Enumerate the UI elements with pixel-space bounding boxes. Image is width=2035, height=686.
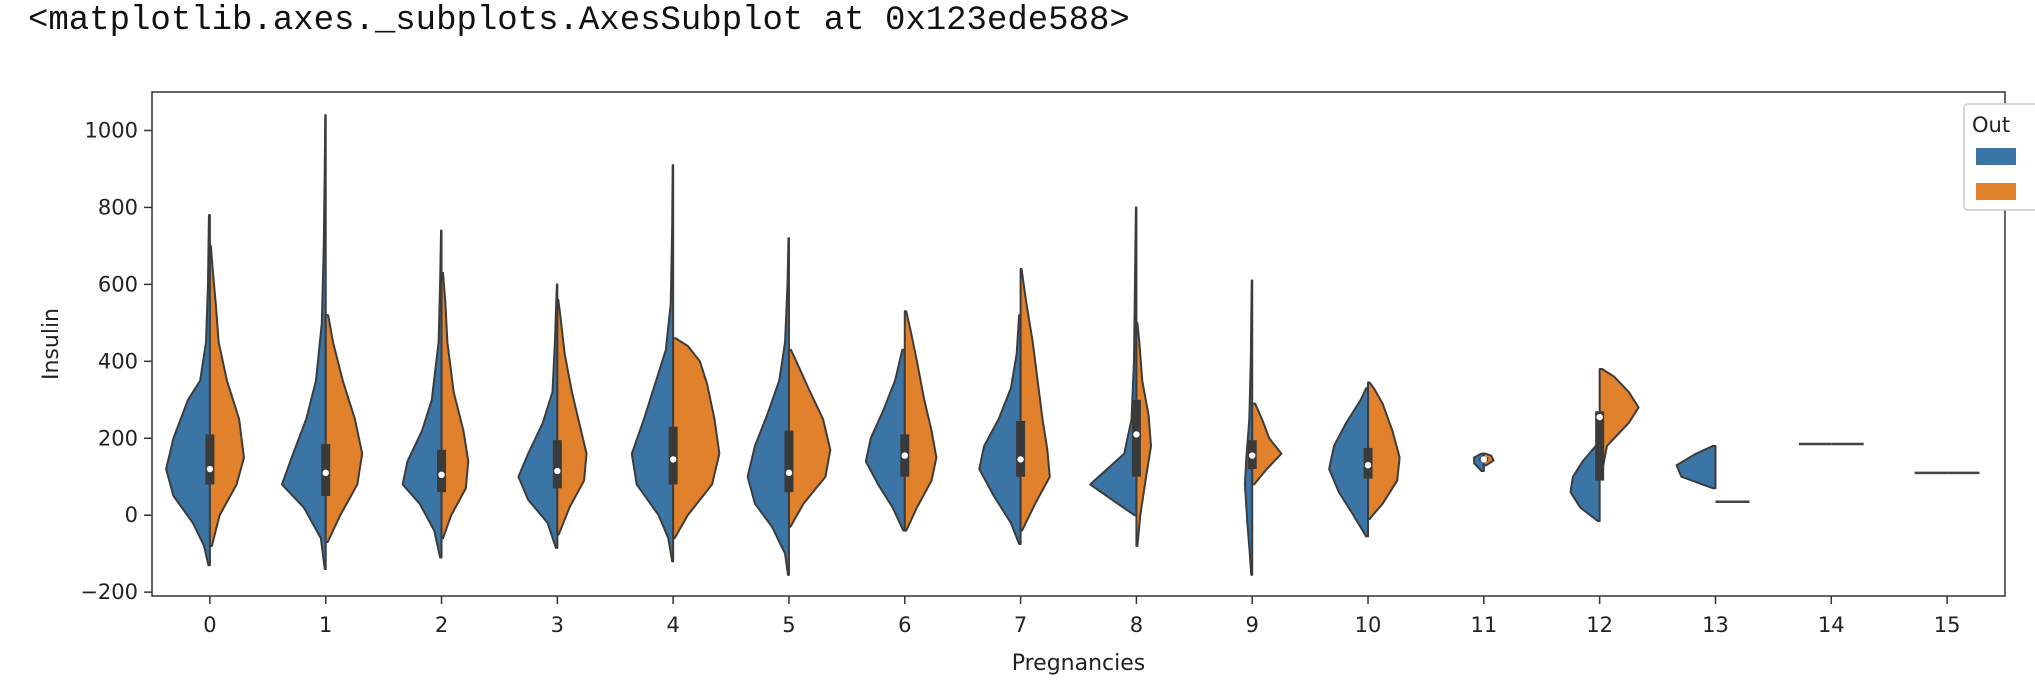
boxes-layer [205, 399, 1605, 496]
box-iqr-4 [668, 426, 678, 485]
violin-orange-4 [672, 337, 721, 540]
violin-blue-3 [517, 283, 559, 549]
x-tick-label: 11 [1470, 613, 1497, 637]
violin-orange-12 [1598, 368, 1640, 478]
x-tick-label: 7 [1014, 613, 1027, 637]
box-median-1 [322, 469, 329, 477]
x-tick-label: 12 [1586, 613, 1613, 637]
box-median-12 [1596, 413, 1603, 421]
y-tick-label: 0 [125, 503, 138, 527]
box-median-11 [1480, 456, 1488, 463]
box-iqr-2 [437, 449, 447, 493]
violin-blue-6 [864, 348, 906, 532]
violin-blue-2 [401, 229, 443, 559]
x-tick-label: 2 [435, 613, 448, 637]
violin-blue-4 [630, 164, 675, 563]
x-tick-label: 1 [319, 613, 332, 637]
x-axis-label: Pregnancies [1012, 651, 1146, 676]
box-median-5 [785, 469, 793, 477]
violin-blue-7 [978, 314, 1022, 546]
legend: Out [1963, 103, 2035, 211]
y-tick-label: 200 [98, 426, 138, 450]
box-iqr-5 [784, 430, 794, 493]
violin-orange-3 [556, 298, 588, 536]
x-tick-label: 3 [551, 613, 564, 637]
box-median-7 [1017, 456, 1024, 463]
y-axis-label: Insulin [39, 308, 64, 380]
violin-blue-0 [165, 214, 211, 567]
y-tick-label: 800 [98, 195, 138, 219]
x-tick-label: 8 [1130, 613, 1143, 637]
legend-swatch-0 [1976, 148, 2016, 165]
box-median-3 [554, 467, 561, 475]
x-tick-label: 13 [1702, 613, 1729, 637]
violin-orange-5 [787, 348, 832, 528]
violin-blue-8 [1089, 206, 1138, 517]
legend-swatch-1 [1976, 183, 2016, 200]
violin-blue-11 [1473, 452, 1485, 472]
violin-blue-13 [1675, 444, 1717, 490]
box-iqr-0 [205, 434, 215, 485]
violin-blue-9 [1243, 279, 1254, 576]
violin-orange-2 [440, 271, 470, 540]
legend-title: Out [1972, 113, 2010, 137]
box-median-9 [1249, 452, 1256, 459]
box-iqr-12 [1595, 411, 1605, 481]
x-tick-label: 6 [898, 613, 911, 637]
violin-orange-11 [1482, 452, 1495, 467]
x-tick-label: 9 [1246, 613, 1259, 637]
violin-orange-1 [324, 314, 364, 544]
box-median-6 [901, 452, 908, 459]
y-tick-label: −200 [80, 580, 138, 604]
x-tick-label: 5 [782, 613, 795, 637]
violin-blue-5 [746, 237, 790, 576]
x-tick-label: 14 [1818, 613, 1845, 637]
y-tick-label: 1000 [85, 118, 138, 142]
box-median-0 [206, 465, 214, 473]
box-median-8 [1133, 431, 1140, 438]
box-median-4 [669, 456, 677, 463]
violin-orange-7 [1019, 267, 1051, 532]
y-tick-label: 600 [98, 272, 138, 296]
box-iqr-7 [1016, 420, 1026, 477]
violin-orange-0 [208, 244, 245, 547]
violin-orange-8 [1135, 321, 1152, 547]
x-tick-label: 4 [666, 613, 679, 637]
violins-layer [165, 114, 1980, 576]
y-tick-label: 400 [98, 349, 138, 373]
violin-orange-6 [903, 310, 938, 532]
box-iqr-3 [552, 440, 562, 489]
box-median-2 [438, 471, 445, 479]
violin-orange-10 [1367, 381, 1401, 521]
output-repr-text: <matplotlib.axes._subplots.AxesSubplot a… [28, 2, 1130, 40]
x-tick-label: 15 [1934, 613, 1961, 637]
x-tick-label: 0 [203, 613, 216, 637]
box-median-10 [1364, 461, 1372, 469]
x-ticks: 0 1 2 3 4 5 6 7 8 9 10 11 12 13 14 15 [203, 596, 1960, 637]
box-iqr-8 [1131, 399, 1141, 477]
violin-blue-1 [280, 114, 327, 571]
x-tick-label: 10 [1355, 613, 1382, 637]
violin-blue-10 [1328, 387, 1370, 538]
violin-orange-9 [1251, 402, 1283, 486]
y-ticks: −200 0 200 400 600 800 1000 [80, 118, 152, 604]
axes-frame [151, 91, 2006, 597]
